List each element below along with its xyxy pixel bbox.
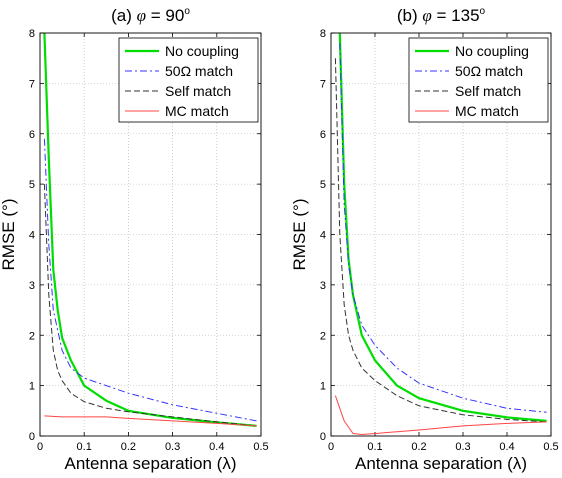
series-line-50-match	[43, 138, 257, 422]
y-tick-label: 5	[320, 179, 326, 191]
title-prefix: (a)	[111, 6, 137, 25]
series-line-self-match	[334, 58, 547, 423]
y-tick-label: 3	[29, 280, 35, 292]
y-tick-label: 3	[320, 280, 326, 292]
legend: No coupling 50Ω match Self match MC match	[118, 37, 259, 123]
x-tick-label: 0.1	[77, 441, 92, 453]
chart-panel-a: 0 0.1 0.2 0.3 0.4 0.5 0 1 2 3 4 5 6 7 8 No coupling 50Ω …	[0, 6, 269, 473]
y-tick-label: 0	[320, 431, 326, 443]
x-tick-label: 0	[328, 441, 334, 453]
series-line-mc-match	[44, 415, 257, 427]
legend-label: No coupling	[165, 43, 239, 59]
y-tick-label: 8	[29, 28, 35, 40]
legend-label: 50Ω match	[455, 63, 523, 79]
legend-label: MC match	[455, 103, 519, 119]
legend-label: 50Ω match	[165, 63, 233, 79]
x-tick-label: 0	[37, 441, 43, 453]
series-group	[334, 33, 547, 435]
legend-label: Self match	[455, 83, 521, 99]
title-prefix: (b)	[397, 6, 423, 25]
x-tick-label: 0.5	[543, 441, 558, 453]
y-tick-label: 1	[320, 381, 326, 393]
y-axis-label: RMSE (°)	[0, 199, 18, 271]
title-phi: φ	[137, 6, 146, 25]
series-line-mc-match	[334, 395, 547, 435]
x-tick-label: 0.4	[209, 441, 224, 453]
y-tick-label: 5	[29, 179, 35, 191]
title-value: = 90	[146, 6, 184, 25]
axes-frame	[39, 32, 262, 437]
legend: No coupling 50Ω match Self match MC match	[408, 37, 549, 123]
y-tick-label: 8	[320, 28, 326, 40]
y-tick-label: 4	[29, 230, 35, 242]
title-degree: o	[184, 6, 190, 17]
x-axis-label: Antenna separation (λ)	[355, 454, 527, 473]
x-tick-label: 0.2	[411, 441, 426, 453]
legend-label: MC match	[165, 103, 229, 119]
y-axis-label: RMSE (°)	[290, 199, 309, 271]
y-tick-label: 6	[29, 129, 35, 141]
series-line-self-match	[43, 184, 257, 427]
series-line-no-coupling	[338, 33, 547, 422]
y-tick-label: 1	[29, 381, 35, 393]
x-tick-label: 0.1	[367, 441, 382, 453]
title-degree: o	[480, 6, 486, 17]
y-tick-label: 0	[29, 431, 35, 443]
series-line-50-match	[339, 43, 547, 413]
x-tick-label: 0.5	[253, 441, 268, 453]
x-axis-label: Antenna separation (λ)	[65, 454, 237, 473]
legend-label: No coupling	[455, 43, 529, 59]
legend-label: Self match	[165, 83, 231, 99]
title-phi: φ	[422, 6, 431, 25]
chart-title: (b) φ = 135o	[397, 6, 486, 25]
title-value: = 135	[432, 6, 480, 25]
y-tick-label: 2	[29, 330, 35, 342]
chart-panel-b: 0 0.1 0.2 0.3 0.4 0.5 0 1 2 3 4 5 6 7 8 No coupling 50Ω …	[290, 6, 559, 473]
y-tick-label: 4	[320, 230, 326, 242]
chart-title: (a) φ = 90o	[111, 6, 190, 25]
y-tick-label: 6	[320, 129, 326, 141]
axes-frame	[330, 32, 552, 437]
x-tick-label: 0.3	[455, 441, 470, 453]
y-tick-label: 2	[320, 330, 326, 342]
x-tick-label: 0.3	[165, 441, 180, 453]
x-tick-label: 0.4	[499, 441, 514, 453]
y-tick-label: 7	[29, 78, 35, 90]
y-tick-label: 7	[320, 78, 326, 90]
x-tick-label: 0.2	[121, 441, 136, 453]
series-group	[43, 33, 257, 427]
